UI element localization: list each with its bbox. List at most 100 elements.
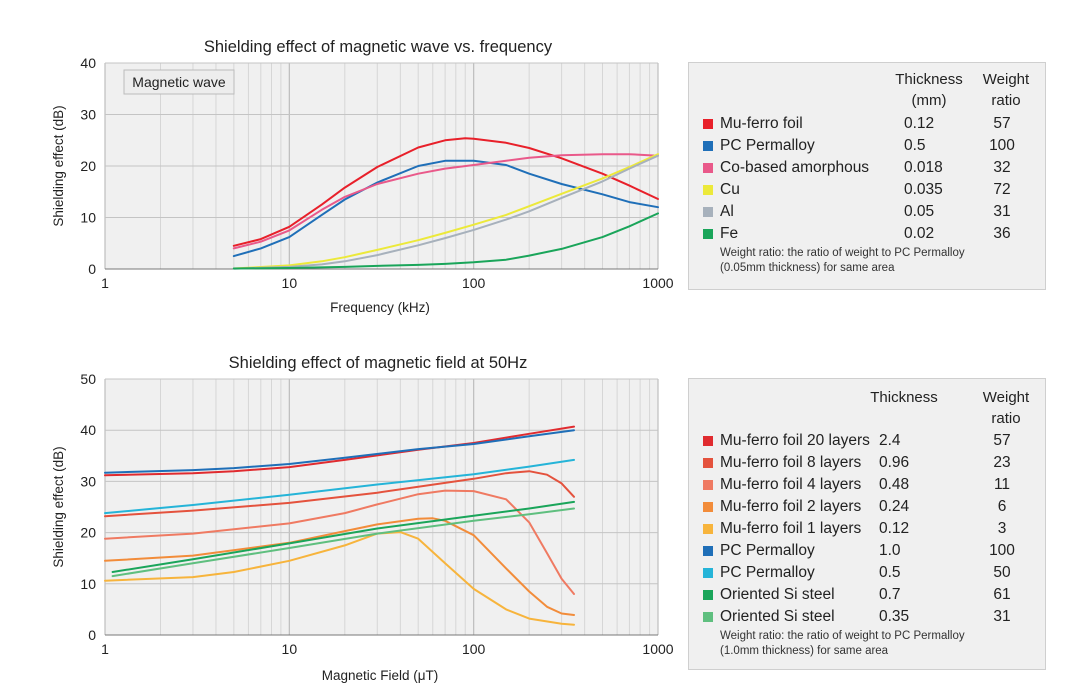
legend-name: Cu [720,181,740,198]
legend-weight-ratio: 31 [993,203,1011,220]
legend-row: Mu-ferro foil 0.12 57 [689,113,1045,135]
y-tick-label: 40 [80,55,96,71]
legend-name: Mu-ferro foil [720,115,803,132]
legend-swatch [703,436,713,446]
legend-name: PC Permalloy [720,137,815,154]
x-tick-label: 1000 [642,641,673,657]
legend-name: Mu-ferro foil 1 layers [720,520,862,537]
chart-title: Shielding effect of magnetic wave vs. fr… [204,38,553,56]
legend-name: Mu-ferro foil 20 layers [720,432,870,449]
legend-thickness: 2.4 [879,432,901,449]
legend-swatch [703,480,713,490]
series-line [104,429,575,474]
legend-weight-ratio: 50 [993,564,1011,581]
legend-thickness: 0.5 [904,137,926,154]
annotation-box [123,69,235,95]
legend-row: Mu-ferro foil 8 layers 0.96 23 [689,452,1045,474]
legend-swatch [703,207,713,217]
y-tick-label: 20 [80,525,96,541]
x-tick-label: 100 [462,275,486,291]
legend-row: Mu-ferro foil 20 layers 2.4 57 [689,430,1045,452]
legend-swatch [703,568,713,578]
legend-swatch [703,590,713,600]
legend-header-weight-ratio: Weight ratio [982,71,1030,109]
x-tick-label: 1 [101,641,109,657]
legend-thickness: 0.96 [879,454,910,471]
chart-2: 1 10 100 1000 0 10 20 30 40 50 Shielding effect of… [51,354,674,683]
legend-header-weight-ratio: Weight ratio [982,389,1030,427]
series-line [232,159,659,258]
legend-weight-ratio: 23 [993,454,1011,471]
legend-name: Co-based amorphous [720,159,870,176]
legend-magnetic-field: Thickness Weight ratio Mu-ferro foil 20 la… [688,378,1046,670]
series-line [111,507,575,578]
y-axis-label: Shielding effect (dB) [51,446,66,567]
legend-weight-ratio: 11 [993,476,1011,493]
legend-weight-ratio: 36 [993,225,1011,242]
series-line [111,500,575,573]
legend-swatch [703,502,713,512]
legend-thickness: 0.035 [904,181,943,198]
series-line [232,137,659,247]
series-line [232,212,659,270]
legend-swatch [703,141,713,151]
legend-row: Mu-ferro foil 1 layers 0.12 3 [689,518,1045,540]
legend-weight-ratio: 61 [993,586,1011,603]
x-tick-label: 1 [101,275,109,291]
legend-thickness: 0.48 [879,476,910,493]
y-tick-label: 10 [80,576,96,592]
legend-thickness: 0.24 [879,498,910,515]
legend-thickness: 0.018 [904,159,943,176]
legend-weight-ratio: 31 [993,608,1011,625]
y-tick-label: 10 [80,210,96,226]
legend-header-thickness: Thickness [870,389,938,406]
x-tick-label: 1000 [642,275,673,291]
legend-row: Oriented Si steel 0.7 61 [689,584,1045,606]
annotation-label: Magnetic wave [132,74,226,90]
legend-swatch [703,119,713,129]
series-line [232,153,659,270]
x-axis-label: Frequency (kHz) [330,300,430,315]
legend-header-thickness: Thickness (mm) [895,71,963,109]
legend-weight-ratio: 57 [993,432,1011,449]
x-tick-label: 10 [282,275,298,291]
series-line [104,531,575,626]
chart-title: Shielding effect of magnetic field at 50… [229,354,528,372]
legend-note: Weight ratio: the ratio of weight to PC … [720,247,965,274]
legend-row: Co-based amorphous 0.018 32 [689,157,1045,179]
y-axis-label: Shielding effect (dB) [51,105,66,226]
legend-weight-ratio: 100 [989,137,1015,154]
legend-note: Weight ratio: the ratio of weight to PC … [720,630,965,657]
series-line [104,489,575,595]
series-line [232,153,659,250]
legend-thickness: 0.7 [879,586,901,603]
x-axis-label: Magnetic Field (μT) [322,668,439,683]
legend-swatch [703,229,713,239]
legend-row: PC Permalloy 1.0 100 [689,540,1045,562]
y-tick-label: 0 [88,261,96,277]
legend-magnetic-wave: Thickness (mm) Weight ratio Mu-ferro foil 0… [688,62,1046,290]
chart-1: Magnetic wave 1 10 100 1000 0 10 20 30 40 Shieldin… [51,38,674,315]
legend-weight-ratio: 6 [997,498,1007,515]
y-tick-label: 30 [80,473,96,489]
legend-row: PC Permalloy 0.5 100 [689,135,1045,157]
legend-thickness: 0.12 [904,115,935,132]
legend-weight-ratio: 72 [993,181,1011,198]
legend-name: Oriented Si steel [720,608,835,625]
legend-row: Al 0.05 31 [689,201,1045,223]
legend-row: Mu-ferro foil 2 layers 0.24 6 [689,496,1045,518]
legend-row: Mu-ferro foil 4 layers 0.48 11 [689,474,1045,496]
series-line [104,425,575,477]
y-tick-label: 50 [80,371,96,387]
y-tick-label: 0 [88,627,96,643]
legend-thickness: 0.05 [904,203,935,220]
legend-swatch [703,546,713,556]
x-tick-label: 10 [282,641,298,657]
legend-thickness: 0.35 [879,608,910,625]
series-line [104,458,575,515]
legend-swatch [703,458,713,468]
legend-name: Oriented Si steel [720,586,835,603]
legend-name: PC Permalloy [720,542,815,559]
series-line [232,154,659,270]
